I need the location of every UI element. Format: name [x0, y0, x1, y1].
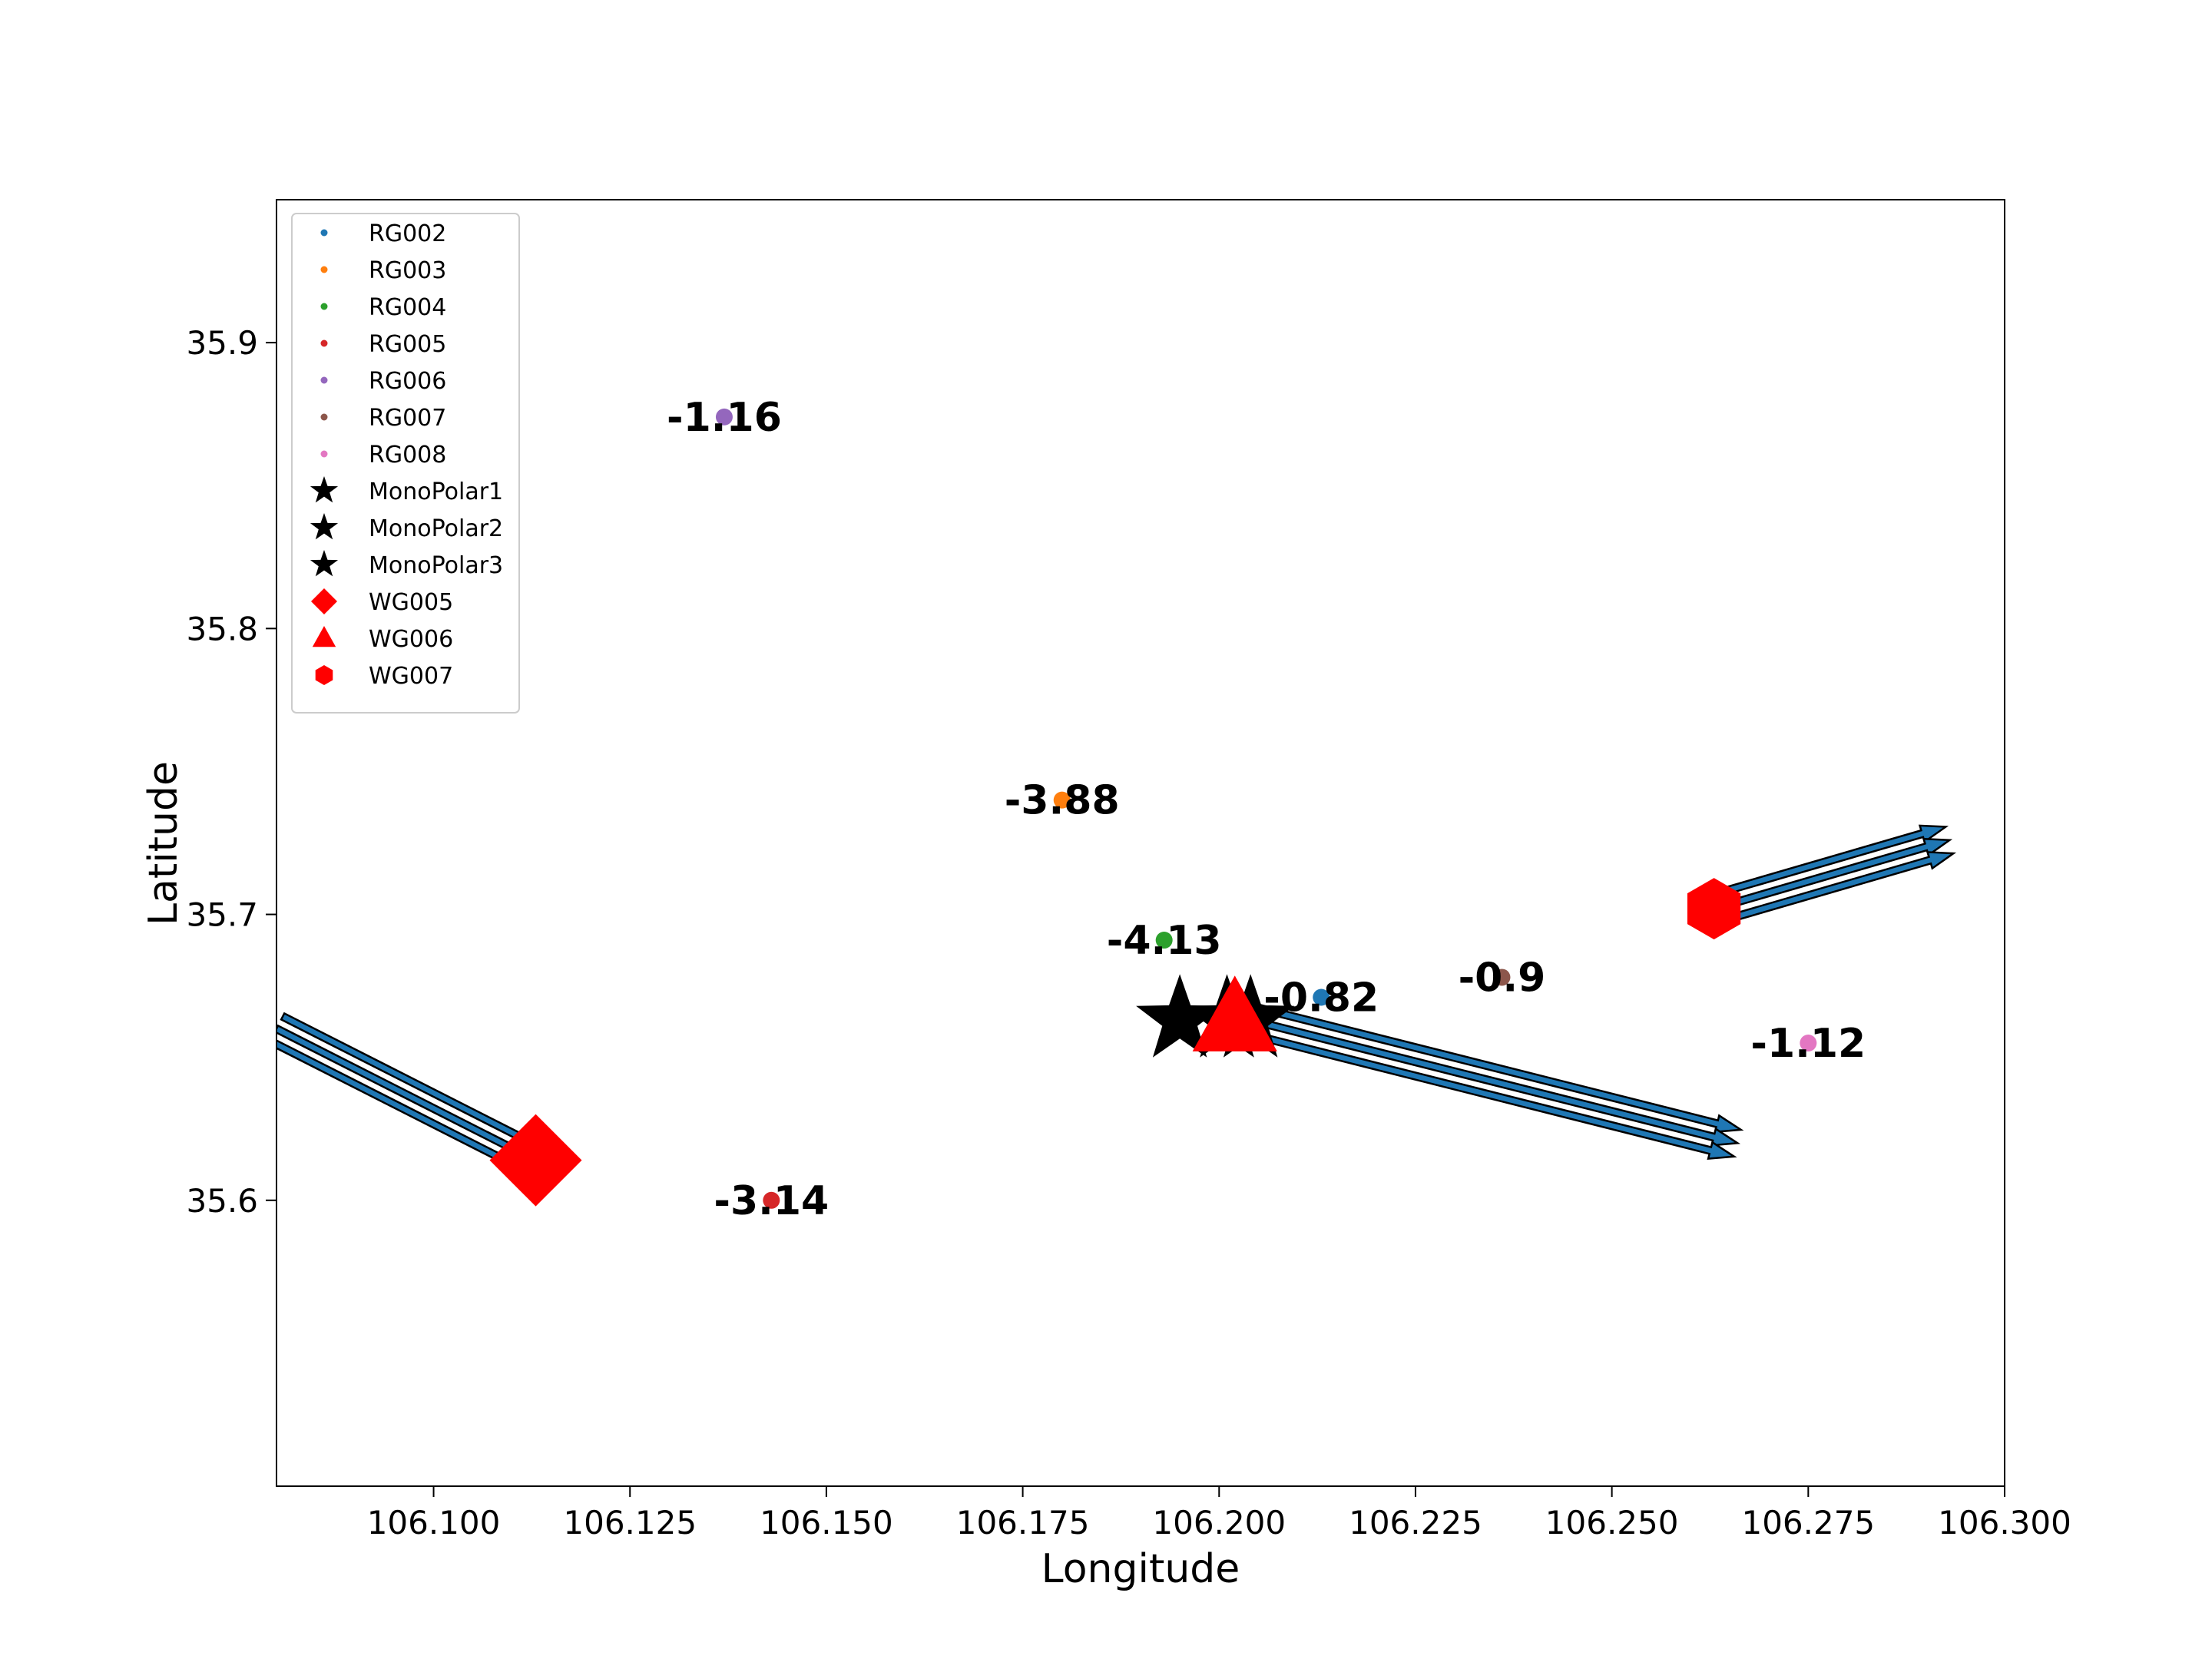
legend-entry: RG008: [369, 442, 446, 469]
arrow: [1707, 824, 1949, 900]
station-point-rg002: [1313, 988, 1330, 1006]
x-tick-label: 106.225: [1349, 1504, 1482, 1541]
x-axis-label: Longitude: [1041, 1546, 1240, 1592]
legend-entry: RG006: [369, 368, 446, 395]
station-point-rg005: [763, 1191, 780, 1209]
y-tick-label: 35.6: [186, 1182, 258, 1220]
legend-entry: WG006: [369, 626, 453, 653]
legend-entry: RG004: [369, 294, 446, 321]
legend: RG002 RG003 RG004 RG005 RG006 RG007 RG008 MonoP…: [291, 213, 520, 714]
legend-marker: [320, 229, 328, 237]
legend-marker: [311, 588, 337, 614]
legend-entry: WG007: [369, 663, 453, 690]
arrow: [1711, 837, 1953, 913]
markers-layer: [489, 408, 1817, 1209]
y-axis-label: Latitude: [141, 761, 187, 926]
well-marker-wg007: [1687, 878, 1741, 940]
arrow: [1715, 851, 1957, 927]
legend-entry: MonoPolar1: [369, 478, 503, 505]
legend-entry: RG007: [369, 405, 446, 432]
legend-marker: [320, 413, 328, 421]
legend-marker: [320, 450, 328, 458]
legend-entry: WG005: [369, 589, 453, 616]
legend-box: [291, 213, 520, 714]
data-label: -3.14: [714, 1178, 829, 1224]
station-point-rg008: [1800, 1035, 1817, 1052]
legend-marker: [310, 550, 339, 577]
x-tick-label: 106.125: [563, 1504, 697, 1541]
station-point-rg007: [1493, 969, 1511, 986]
data-label: -1.16: [667, 395, 782, 441]
y-tick-label: 35.7: [186, 896, 258, 934]
x-tick-label: 106.200: [1152, 1504, 1286, 1541]
arrow: [1251, 1002, 1744, 1134]
x-tick-label: 106.100: [367, 1504, 501, 1541]
y-tick-label: 35.9: [186, 324, 258, 362]
arrow: [1245, 1028, 1737, 1160]
data-label: -0.82: [1263, 975, 1379, 1022]
y-tick-label: 35.8: [186, 610, 258, 647]
data-label: -0.9: [1459, 955, 1546, 1001]
legend-entry: MonoPolar2: [369, 515, 503, 542]
axes-layer: 106.100 106.125 106.150 106.175 106.200 106.2…: [186, 324, 2071, 1541]
legend-entry: RG005: [369, 331, 446, 358]
legend-marker: [320, 266, 328, 273]
legend-marker: [315, 665, 333, 685]
station-point-rg003: [1053, 791, 1071, 809]
legend-marker: [310, 513, 339, 540]
data-label: -1.12: [1750, 1021, 1866, 1067]
legend-entry: RG002: [369, 220, 446, 247]
legend-entry: MonoPolar3: [369, 552, 503, 579]
plot-frame: [276, 199, 2005, 1487]
legend-marker: [320, 303, 328, 310]
station-point-rg006: [715, 408, 733, 426]
well-marker-wg006: [1192, 975, 1277, 1051]
x-tick-label: 106.300: [1938, 1504, 2071, 1541]
arrow: [1248, 1015, 1741, 1147]
x-tick-label: 106.250: [1545, 1504, 1679, 1541]
legend-marker: [320, 376, 328, 384]
x-tick-label: 106.150: [760, 1504, 893, 1541]
legend-entry: RG003: [369, 257, 446, 284]
legend-marker: [310, 476, 339, 503]
x-tick-label: 106.275: [1741, 1504, 1875, 1541]
data-label: -3.88: [1005, 778, 1120, 824]
station-point-rg004: [1155, 932, 1173, 949]
source-marker-monopolar1: [1136, 974, 1224, 1058]
well-marker-wg005: [489, 1114, 582, 1207]
legend-marker: [320, 339, 328, 347]
arrows-layer: [276, 824, 1957, 1177]
legend-marker: [312, 626, 336, 647]
data-label: -4.13: [1107, 918, 1222, 964]
data-labels-layer: -0.82 -3.88 -4.13 -3.14 -1.16 -0.9 -1.12: [667, 395, 1866, 1224]
x-tick-label: 106.175: [956, 1504, 1090, 1541]
